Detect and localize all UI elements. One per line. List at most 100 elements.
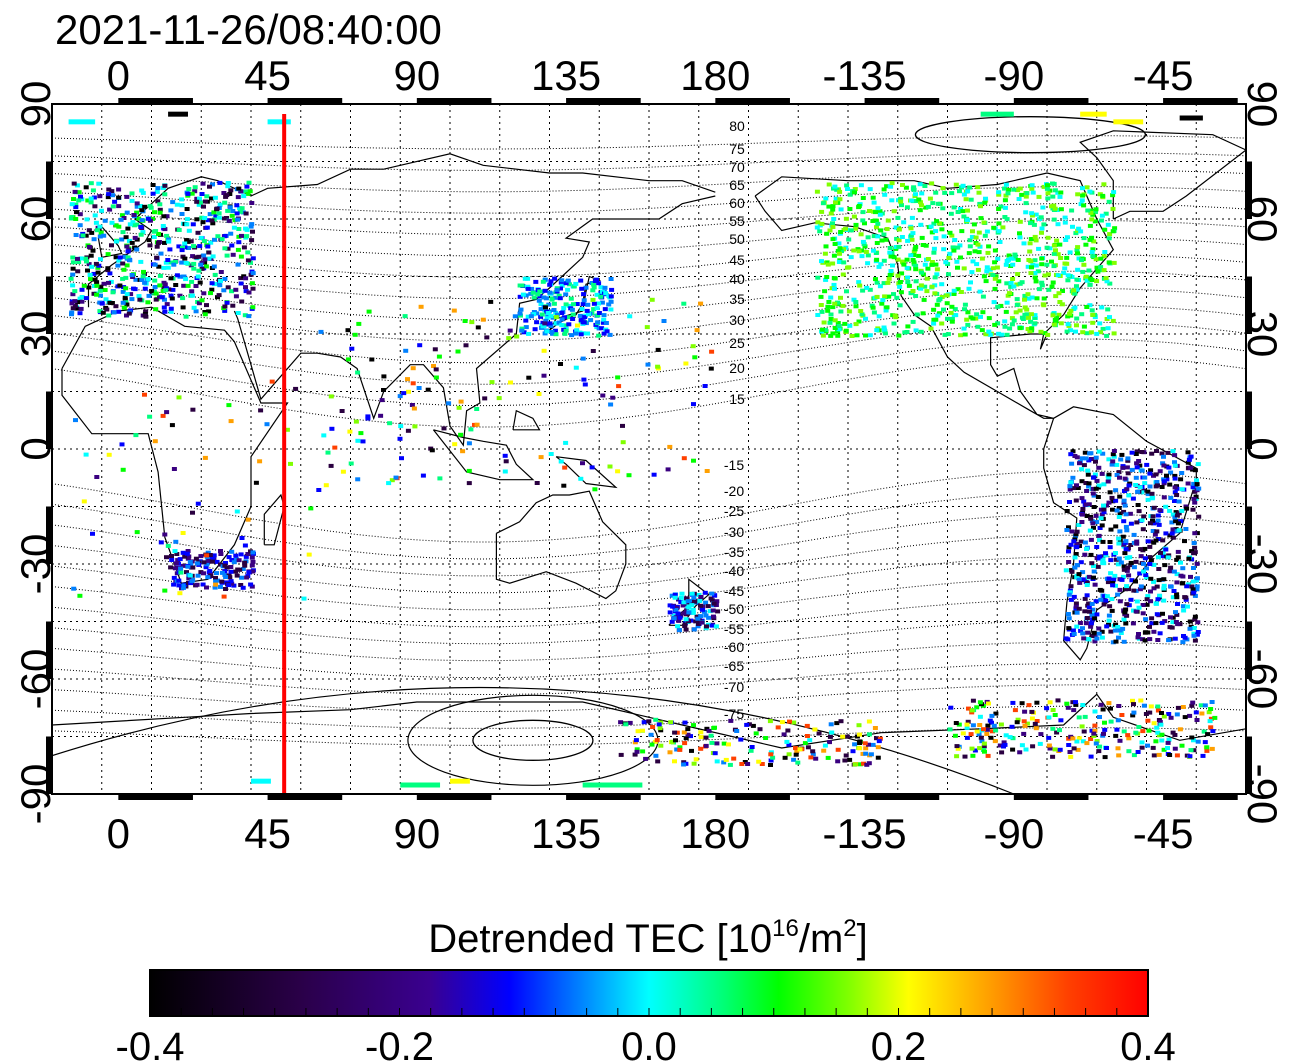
tec-sample [551,301,557,306]
tec-sample [1092,709,1098,714]
tec-sample [228,569,234,574]
tec-sample [239,575,245,580]
tec-sample [853,300,859,304]
tec-sample [897,303,903,308]
tec-sample [1093,207,1099,212]
tec-sample [955,265,960,270]
tec-sample [250,229,255,234]
tec-sample [1110,640,1116,645]
tec-sample [1006,187,1012,192]
tec-sample [976,190,982,195]
tec-sample [140,274,146,279]
tec-sample [1110,206,1116,211]
tec-sample [970,259,976,264]
tec-sample [1007,326,1013,331]
tec-sample [651,472,657,477]
tec-sample [378,413,384,418]
tec-sample [547,282,553,287]
tec-sample [1081,203,1087,208]
tec-sample [213,582,219,587]
tec-sample [73,205,79,210]
tec-sample [1087,528,1093,533]
tec-sample [961,326,967,331]
tec-sample [727,762,733,767]
tec-sample [553,332,559,337]
tec-sample [878,262,884,267]
tec-sample [1017,750,1023,755]
tec-sample [1115,718,1121,723]
tec-sample [1107,490,1113,495]
tec-sample [1123,539,1129,544]
tec-sample [1192,468,1198,473]
tec-sample [458,399,464,404]
tec-sample [1153,538,1159,543]
tec-sample [929,181,935,186]
tec-sample [1081,324,1087,329]
tec-sample [1172,476,1178,481]
tec-sample [76,198,82,203]
tec-sample [791,757,797,762]
tec-sample [1012,708,1018,713]
tec-sample [154,189,160,194]
tec-sample [1169,531,1175,536]
tec-sample [88,253,94,258]
tec-sample [882,294,888,299]
tec-sample [158,540,164,545]
tec-sample [1090,320,1096,325]
tec-sample [474,422,480,427]
tec-sample [1159,485,1165,489]
tec-sample [648,732,654,737]
tec-sample [888,184,894,189]
tec-sample [698,730,704,735]
tec-sample [689,603,695,608]
tec-sample [553,315,559,320]
tec-sample [145,216,151,221]
tec-sample [714,741,720,746]
tec-sample [1099,523,1105,528]
tec-sample [1159,554,1165,559]
tec-sample [996,331,1002,336]
tec-sample [1088,210,1094,215]
tec-sample [1045,235,1051,240]
tec-sample [406,389,411,394]
tec-sample [1097,715,1102,719]
tec-sample [218,552,224,556]
tec-sample [1095,269,1101,274]
tec-sample [566,303,572,308]
tec-sample [1071,539,1077,544]
tec-sample [90,531,95,536]
tec-sample [1151,579,1157,584]
tec-sample [866,719,872,724]
tec-sample [142,204,148,209]
tec-sample [909,215,915,220]
tec-sample [1191,496,1197,501]
tec-sample [93,261,99,266]
tec-sample [173,539,179,544]
tec-sample [627,314,633,319]
tec-sample [1154,584,1160,589]
tec-sample [164,233,170,238]
frame-tick-bars [46,98,1252,800]
tec-sample [1036,246,1042,251]
tec-sample [1180,604,1186,609]
tec-sample [983,279,989,284]
tec-sample [222,216,227,221]
tec-sample [318,329,324,334]
tec-sample [1137,587,1143,592]
tec-sample [840,303,846,308]
tec-sample [199,298,205,303]
tec-sample [1145,492,1151,497]
tec-sample [867,287,873,292]
tec-sample [213,576,218,580]
tec-sample [209,218,215,223]
tec-sample [349,346,355,351]
tec-sample [116,258,122,263]
tec-sample [975,324,981,329]
tec-sample [749,745,755,749]
tec-sample [1079,312,1085,317]
tec-sample [1145,497,1151,502]
tec-sample [1156,578,1162,583]
tec-sample [1079,198,1085,203]
tec-sample [124,244,130,249]
tec-sample [1039,230,1044,235]
